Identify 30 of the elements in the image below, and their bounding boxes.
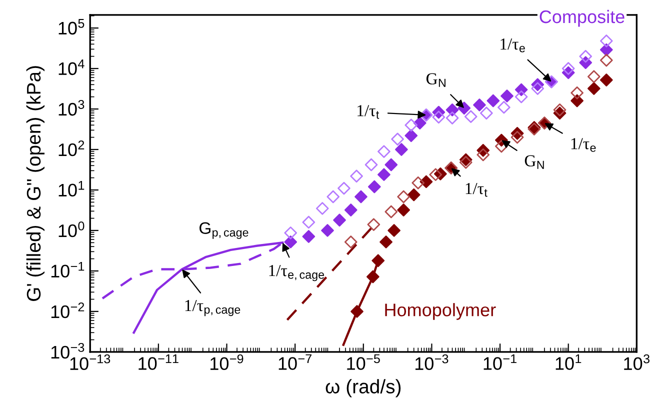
annotation: G$_{N}$ [426, 73, 446, 87]
annotation: G$_{N}$ [524, 155, 544, 169]
x-tick-label: 10$^{−1}$ [484, 354, 516, 370]
annotation: 1/τ$_{p,cage}$ [185, 300, 240, 316]
x-tick-label: 10$^{−3}$ [415, 354, 448, 370]
y-tick-label: 10$^{2}$ [58, 140, 84, 156]
annotation: G$_{p,cage}$ [200, 222, 248, 239]
y-tick-label: 10$^{−2}$ [51, 302, 84, 318]
series-label: Homopolymer [385, 303, 496, 320]
y-axis-title: G' (filled) & G'' (open) (kPa) [26, 66, 44, 301]
series-label: Composite [540, 10, 624, 27]
annotation: 1/τ$_{t}$ [466, 183, 488, 197]
annotation: 1/τ$_{e}$ [571, 138, 596, 152]
x-tick-label: 10$^{3}$ [624, 354, 650, 370]
y-tick-label: 10$^{5}$ [58, 19, 84, 35]
x-tick-label: 10$^{−11}$ [138, 354, 178, 370]
y-tick-label: 10$^{4}$ [58, 60, 84, 76]
x-tick-label: 10$^{1}$ [556, 354, 582, 370]
annotation: 1/τ$_{e,cage}$ [269, 265, 324, 282]
y-tick-label: 10$^{−1}$ [51, 262, 84, 278]
y-tick-label: 10$^{3}$ [58, 100, 84, 116]
x-tick-label: 10$^{−9}$ [210, 354, 244, 370]
y-tick-label: 10$^{0}$ [58, 221, 84, 238]
x-tick-label: 10$^{−7}$ [278, 354, 312, 370]
x-tick-label: 10$^{−5}$ [347, 354, 380, 370]
x-tick-label: 10$^{−13}$ [70, 354, 110, 370]
annotation: 1/τ$_{e}$ [500, 38, 525, 52]
annotation: 1/τ$_{t}$ [358, 105, 380, 119]
x-axis-title: ω (rad/s) [326, 379, 401, 398]
y-tick-label: 10$^{1}$ [58, 180, 84, 197]
